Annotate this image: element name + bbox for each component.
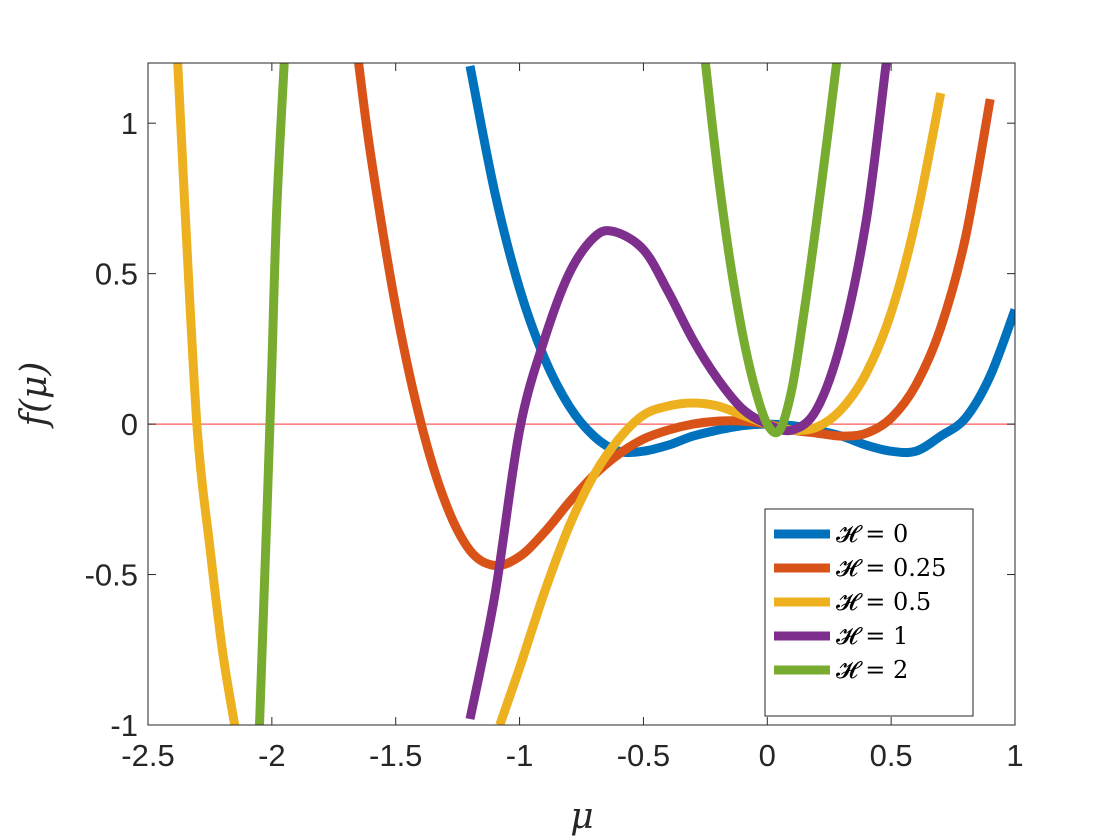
x-tick-label: -2 bbox=[258, 738, 286, 773]
legend-box bbox=[764, 508, 974, 717]
x-tick-label: -1.5 bbox=[369, 738, 422, 773]
legend-label: 𝓗 = 2 bbox=[836, 656, 908, 684]
x-tick-label: 0 bbox=[759, 738, 776, 773]
x-tick-label: -2.5 bbox=[121, 738, 174, 773]
series-line-1 bbox=[465, 65, 1015, 458]
x-axis-label: μ bbox=[570, 796, 593, 837]
series-line-3 bbox=[173, 63, 946, 725]
y-axis-label: f(μ) bbox=[14, 362, 55, 430]
x-tick-label: 0.5 bbox=[870, 738, 913, 773]
series-line-2 bbox=[354, 63, 995, 571]
legend-label: 𝓗 = 0.25 bbox=[836, 554, 946, 582]
x-tick-label: -1 bbox=[506, 738, 534, 773]
y-tick-label: -1 bbox=[110, 708, 138, 743]
legend: 𝓗 = 0 𝓗 = 0.25 𝓗 = 0.5 𝓗 = 1 𝓗 = 2 bbox=[764, 508, 974, 717]
legend-label: 𝓗 = 0.5 bbox=[836, 588, 931, 616]
y-tick-label: -0.5 bbox=[85, 558, 138, 593]
series-line-4 bbox=[465, 63, 891, 720]
x-tick-label: -0.5 bbox=[617, 738, 670, 773]
legend-label: 𝓗 = 0 bbox=[836, 520, 908, 548]
series-line-5 bbox=[255, 63, 842, 725]
x-tick-label: 1 bbox=[1006, 738, 1023, 773]
y-tick-label: 0.5 bbox=[95, 257, 138, 292]
plot-frame bbox=[147, 62, 1016, 726]
legend-label: 𝓗 = 1 bbox=[836, 622, 908, 650]
y-tick-label: 0 bbox=[121, 407, 138, 442]
y-tick-label: 1 bbox=[121, 106, 138, 141]
